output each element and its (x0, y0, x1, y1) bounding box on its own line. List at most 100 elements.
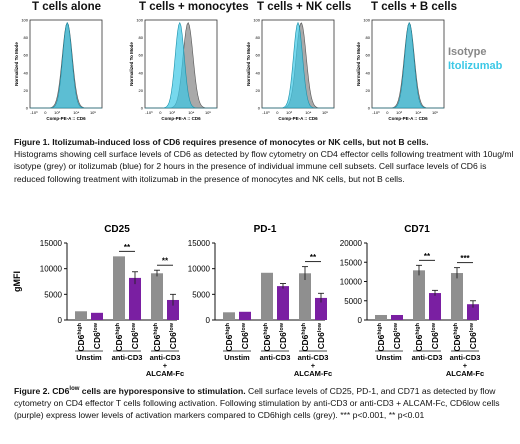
group-label: anti-CD3 (298, 353, 329, 362)
histogram-xtick: 0 (276, 110, 279, 115)
bar-cd6high (261, 272, 273, 320)
histogram-ytick: 80 (366, 35, 371, 40)
category-label: CD6high (114, 322, 124, 351)
category-label: CD6high (224, 322, 234, 351)
category-label: CD6high (300, 322, 310, 351)
histogram-ytick: 60 (24, 53, 29, 58)
histogram-ytick: 100 (21, 18, 28, 23)
category-label: CD6low (130, 322, 140, 349)
histogram-xtick: -10³ (372, 110, 380, 115)
bar-cd6high (413, 270, 425, 320)
histogram-ytick: 20 (139, 88, 144, 93)
hist-title-3: T cells + NK cells (257, 1, 352, 13)
histogram-xtick: 10³ (286, 110, 292, 115)
category-label: CD6high (452, 322, 462, 351)
histogram-ytick: 80 (24, 35, 29, 40)
y-tick-label: 0 (206, 316, 211, 325)
group-label-plus: + (463, 361, 468, 370)
histogram-xlabel: Comp-PE-A :: CD6 (46, 116, 86, 121)
histogram-ylabel: Normalized To Mode (356, 42, 361, 86)
histogram-ytick: 40 (24, 70, 29, 75)
bar-cd6high (75, 311, 87, 320)
itolizumab-histogram (372, 21, 444, 109)
figure2-title: Figure 2. CD6low cells are hyporesponsiv… (14, 386, 246, 396)
bar-cd6low (239, 311, 251, 320)
y-tick-label: 15000 (40, 239, 63, 248)
histogram-xtick: 0 (386, 110, 389, 115)
group-label: anti-CD3 (260, 353, 291, 362)
y-tick-label: 0 (358, 316, 363, 325)
group-label: anti-CD3 (412, 353, 443, 362)
histogram-ytick: 60 (139, 53, 144, 58)
bar-cd6low (167, 299, 179, 320)
hist-title-2: T cells + monocytes (139, 1, 249, 13)
histogram-ytick: 100 (363, 18, 370, 23)
y-tick-label: 5000 (44, 290, 62, 299)
histogram-xtick: 10⁵ (205, 110, 211, 115)
bar-cd6low (391, 314, 403, 320)
chart-title: PD-1 (254, 224, 277, 235)
bar-cd6high (451, 273, 463, 320)
category-label: CD6low (92, 322, 102, 349)
bar-cd6high (223, 312, 235, 320)
category-label: CD6high (376, 322, 386, 351)
figure1-caption: Figure 1. Itolizumab-induced loss of CD6… (14, 136, 514, 185)
histogram-xlabel: Comp-PE-A :: CD6 (388, 116, 428, 121)
category-label: CD6high (152, 322, 162, 351)
bar-cd6low (467, 304, 479, 320)
significance-label: ** (162, 257, 169, 266)
histogram-ytick: 0 (368, 106, 371, 111)
histogram-ytick: 20 (24, 88, 29, 93)
bar-cd6high (113, 256, 125, 320)
y-tick-label: 10000 (188, 265, 211, 274)
itolizumab-histogram (262, 21, 334, 109)
group-label-2: ALCAM-Fc (446, 369, 484, 378)
y-tick-label: 20000 (340, 239, 363, 248)
category-label: CD6low (240, 322, 250, 349)
histogram-xtick: 0 (44, 110, 47, 115)
histogram-xtick: -10³ (30, 110, 38, 115)
group-label: Unstim (224, 353, 250, 362)
histogram-ytick: 60 (256, 53, 261, 58)
histogram-ytick: 60 (366, 53, 371, 58)
group-label: Unstim (76, 353, 102, 362)
bar-cd6low (315, 297, 327, 320)
histogram-ylabel: Normalized To Mode (14, 42, 19, 86)
y-tick-label: 15000 (340, 258, 363, 267)
bar-cd6high (375, 314, 387, 320)
significance-label: ** (310, 253, 317, 262)
bar-cd6low (129, 277, 141, 320)
category-label: CD6high (262, 322, 272, 351)
group-label: anti-CD3 (150, 353, 181, 362)
category-label: CD6low (316, 322, 326, 349)
chart-title: CD25 (104, 224, 130, 235)
histogram-xtick: 10⁴ (188, 110, 194, 115)
hist-title-1: T cells alone (32, 1, 102, 13)
histogram-xtick: -10³ (145, 110, 153, 115)
histogram-xtick: 10⁴ (415, 110, 421, 115)
histogram-xtick: 10⁴ (305, 110, 311, 115)
histogram-xtick: 10⁵ (90, 110, 96, 115)
y-tick-label: 10000 (340, 278, 363, 287)
y-tick-label: 5000 (344, 297, 362, 306)
bar-cd6low (277, 286, 289, 320)
y-tick-label: 5000 (192, 290, 210, 299)
category-label: CD6high (414, 322, 424, 351)
y-tick-label: 10000 (40, 265, 63, 274)
histogram-ytick: 40 (366, 70, 371, 75)
category-label: CD6low (468, 322, 478, 349)
significance-label: ** (424, 252, 431, 261)
category-label: CD6low (168, 322, 178, 349)
histogram-ylabel: Normalized To Mode (129, 42, 134, 86)
figure1-title: Figure 1. Itolizumab-induced loss of CD6… (14, 137, 429, 147)
group-label-plus: + (163, 361, 168, 370)
histogram-ytick: 100 (253, 18, 260, 23)
category-label: CD6low (392, 322, 402, 349)
y-tick-label: 0 (58, 316, 63, 325)
group-label: anti-CD3 (450, 353, 481, 362)
histogram-xlabel: Comp-PE-A :: CD6 (161, 116, 201, 121)
histogram-xtick: 10³ (169, 110, 175, 115)
group-label-plus: + (311, 361, 316, 370)
